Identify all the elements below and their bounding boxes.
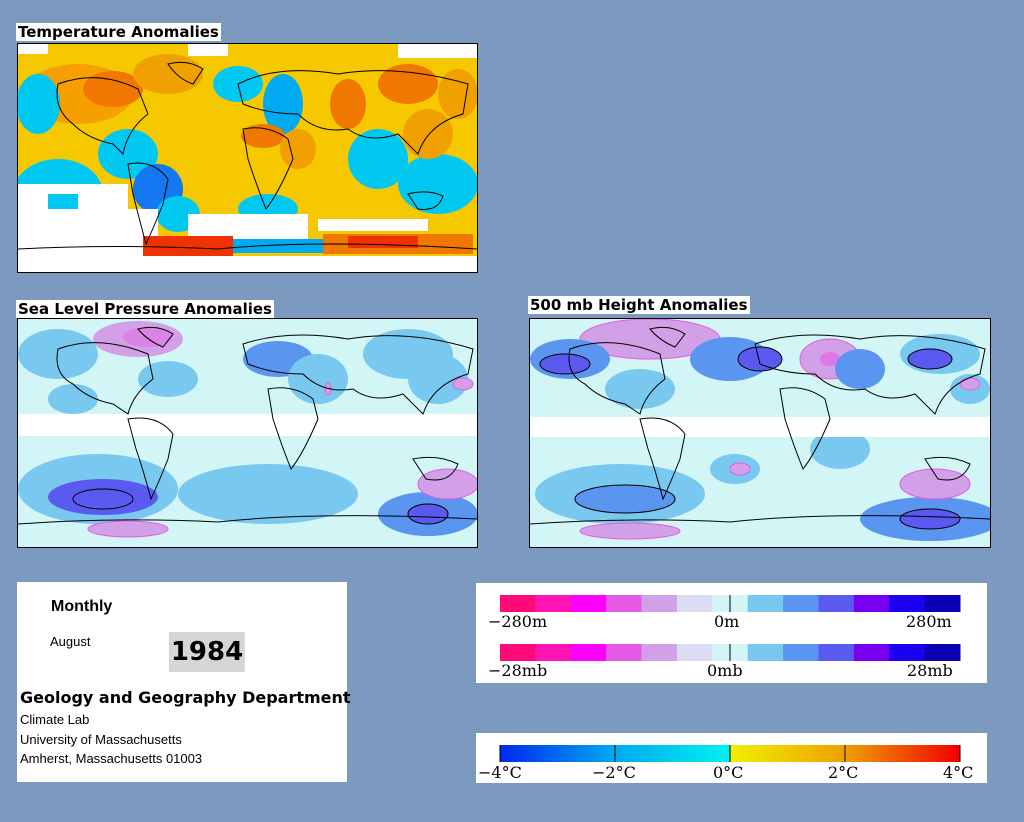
height-legend-min: −280m — [488, 612, 547, 631]
height-pressure-legend: −280m 0m 280m −28mb 0mb 28mb — [476, 583, 987, 683]
equatorial-mask — [530, 417, 990, 437]
legend-color-swatch — [500, 595, 536, 612]
height-500mb-anomaly-map — [529, 318, 991, 548]
legend-color-swatch — [676, 644, 713, 661]
legend-color-swatch — [570, 644, 607, 661]
temp-legend-minus2: −2°C — [592, 763, 636, 782]
legend-color-swatch — [747, 644, 784, 661]
temperature-legend: −4°C −2°C 0°C 2°C 4°C — [476, 733, 987, 783]
legend-color-swatch — [889, 595, 926, 612]
height-color-bar — [500, 595, 961, 612]
address-line-university: University of Massachusetts — [20, 732, 182, 747]
pressure-legend-mid: 0mb — [707, 661, 743, 680]
legend-color-swatch — [641, 595, 678, 612]
legend-color-swatch — [606, 644, 643, 661]
month-label: August — [50, 634, 91, 649]
legend-color-swatch — [889, 644, 926, 661]
temp-legend-plus4: 4°C — [943, 763, 973, 782]
legend-color-swatch — [676, 595, 713, 612]
legend-color-swatch — [853, 595, 890, 612]
equatorial-mask — [18, 414, 477, 436]
antarctic-anomaly-strip — [143, 234, 477, 272]
legend-color-swatch — [570, 595, 607, 612]
height-legend-mid: 0m — [714, 612, 739, 631]
address-line-city: Amherst, Massachusetts 01003 — [20, 751, 203, 766]
legend-color-swatch — [818, 595, 855, 612]
legend-color-swatch — [500, 644, 536, 661]
pressure-color-bar — [500, 644, 961, 661]
legend-color-swatch — [535, 595, 572, 612]
height-anomaly-contours — [530, 319, 990, 541]
year-label: 1984 — [169, 632, 245, 672]
legend-color-swatch — [535, 644, 572, 661]
pressure-legend-max: 28mb — [907, 661, 953, 680]
temp-legend-zero: 0°C — [713, 763, 743, 782]
address-line-lab: Climate Lab — [20, 712, 90, 727]
temperature-anomaly-map — [17, 43, 478, 273]
department-name: Geology and Geography Department — [20, 688, 351, 707]
slp-map-title: Sea Level Pressure Anomalies — [16, 300, 274, 318]
height-legend-max: 280m — [906, 612, 952, 631]
legend-color-swatch — [818, 644, 855, 661]
height-map-title: 500 mb Height Anomalies — [528, 296, 750, 314]
legend-color-swatch — [853, 644, 890, 661]
legend-color-swatch — [924, 644, 961, 661]
legend-color-swatch — [783, 595, 819, 612]
pressure-anomaly-contours — [18, 321, 477, 538]
temperature-map-title: Temperature Anomalies — [16, 23, 221, 41]
sea-level-pressure-anomaly-map — [17, 318, 478, 548]
temp-legend-plus2: 2°C — [828, 763, 858, 782]
legend-color-swatch — [747, 595, 784, 612]
pressure-legend-min: −28mb — [488, 661, 547, 680]
temp-legend-minus4: −4°C — [478, 763, 522, 782]
legend-color-swatch — [606, 595, 643, 612]
info-panel: Monthly August 1984 Geology and Geograph… — [17, 582, 351, 782]
period-label: Monthly — [51, 598, 113, 615]
legend-color-swatch — [783, 644, 819, 661]
legend-color-swatch — [641, 644, 678, 661]
legend-color-swatch — [924, 595, 961, 612]
